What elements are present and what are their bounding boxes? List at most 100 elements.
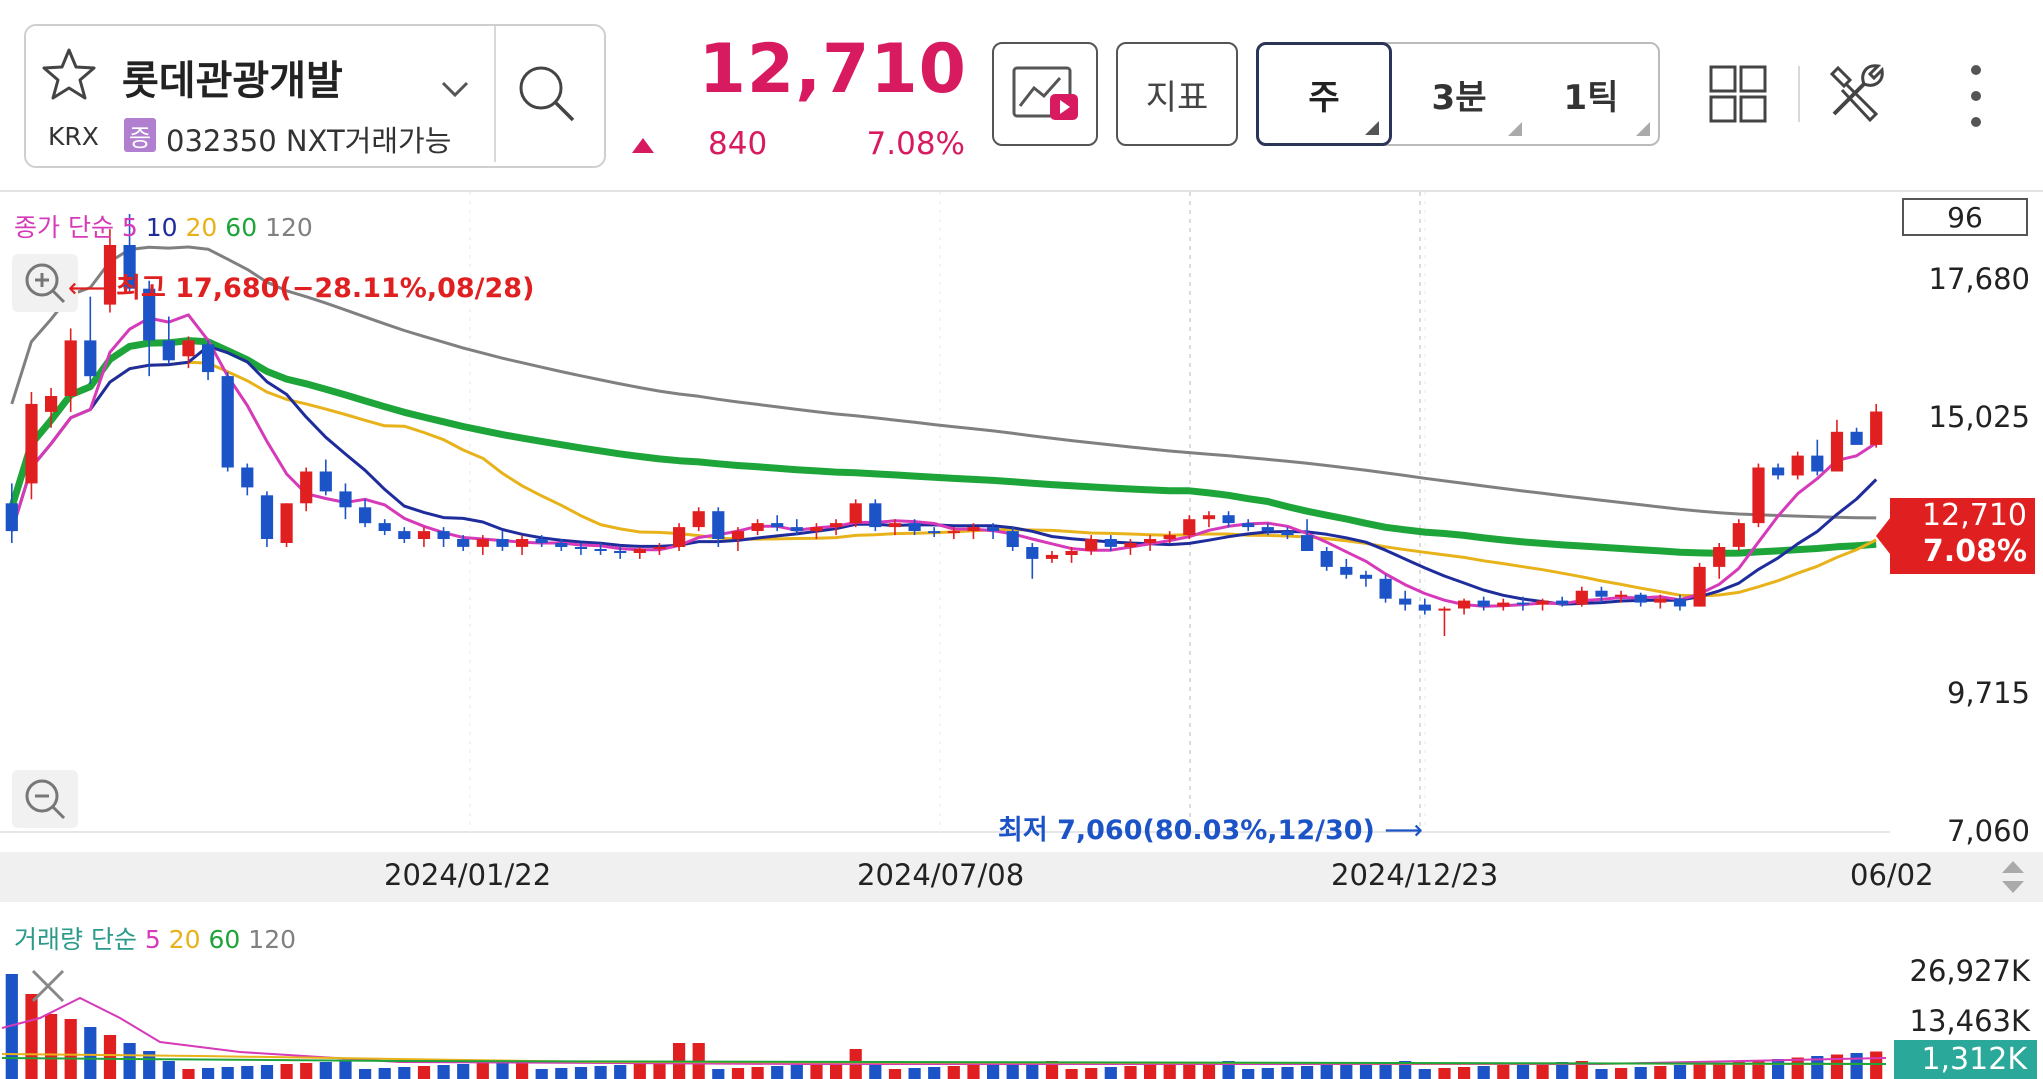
up-triangle-icon <box>632 138 654 153</box>
volume-bar <box>378 1068 391 1079</box>
candle-down <box>123 245 136 289</box>
zoom-in-icon[interactable] <box>12 254 78 312</box>
toolbar-divider <box>1798 66 1800 122</box>
volume-bar <box>1340 1064 1353 1079</box>
high-label: 최고 17,680(−28.11%,08/28) <box>116 273 535 304</box>
x-label-2: 2024/07/08 <box>857 858 1025 892</box>
vol-ma20-legend: 20 <box>168 925 201 954</box>
market-label: KRX <box>48 122 99 151</box>
candle-up <box>1202 515 1216 520</box>
candle-up <box>1124 543 1137 547</box>
candle-up <box>1693 566 1706 607</box>
stock-selector[interactable] <box>24 24 606 168</box>
close-icon[interactable] <box>28 966 68 1006</box>
volume-bar <box>1536 1063 1549 1079</box>
candle-down <box>1379 578 1392 599</box>
price-chart[interactable] <box>0 192 2043 852</box>
volume-bar <box>1870 1051 1883 1079</box>
candle-up <box>633 549 646 553</box>
candle-up <box>1458 600 1471 609</box>
volume-legend[interactable]: 거래량 단순 5 20 60 120 <box>14 920 296 956</box>
candle-down <box>5 503 18 532</box>
candle-down <box>202 344 215 373</box>
volume-bar <box>987 1064 1000 1079</box>
candle-up <box>830 523 843 528</box>
candle-down <box>143 288 156 341</box>
period-1tick-tab[interactable]: 1틱 <box>1526 44 1656 144</box>
candle-up <box>1045 554 1059 559</box>
volume-bar <box>888 1069 902 1079</box>
margin-badge: 증 <box>124 118 156 152</box>
candle-up <box>653 547 666 549</box>
ma5-line <box>10 313 1878 608</box>
tools-icon[interactable] <box>1824 60 1888 124</box>
period-week-tab[interactable]: 주 <box>1256 42 1392 146</box>
volume-bar <box>751 1067 764 1079</box>
volume-bar <box>653 1063 666 1079</box>
search-icon[interactable] <box>515 62 579 126</box>
volume-bar <box>1693 1064 1706 1079</box>
ma-legend[interactable]: 종가 단순 5 10 20 60 120 <box>14 208 313 244</box>
candle-down <box>457 539 470 547</box>
current-price-tag-pct: 7.08% <box>1922 534 2027 569</box>
y-label-low: 7,060 <box>1946 814 2030 848</box>
volume-bar <box>1713 1063 1726 1079</box>
candle-down <box>614 551 627 553</box>
price-change-pct: 7.08% <box>866 126 965 162</box>
layout-grid-icon[interactable] <box>1708 64 1768 124</box>
candle-up <box>1870 411 1883 445</box>
candle-down <box>1222 515 1235 524</box>
candle-down <box>1850 431 1863 445</box>
candle-down <box>221 376 234 468</box>
ma5-legend: 5 <box>121 213 138 242</box>
x-label-1: 2024/01/22 <box>384 858 552 892</box>
volume-bar <box>614 1065 627 1079</box>
candle-up <box>692 511 705 528</box>
volume-bar <box>1261 1068 1274 1079</box>
volume-bar <box>1144 1065 1157 1079</box>
volume-bar <box>1418 1069 1431 1079</box>
chart-play-button[interactable] <box>992 42 1098 146</box>
candle-up <box>967 527 980 532</box>
volume-bar <box>1085 1068 1098 1079</box>
candle-down <box>260 495 274 539</box>
candle-up <box>1536 600 1549 605</box>
candle-up <box>731 531 745 539</box>
candle-down <box>1516 602 1530 605</box>
candle-down <box>1006 531 1019 547</box>
candle-up <box>64 340 77 396</box>
candle-down <box>339 491 352 508</box>
right-arrow-icon: ⟶ <box>1384 815 1424 846</box>
corner-triangle-icon <box>1636 122 1650 136</box>
period-3min-tab[interactable]: 3분 <box>1394 44 1524 144</box>
candle-down <box>1104 539 1117 547</box>
volume-current-tag: 1,312K <box>1894 1040 2037 1079</box>
chart-play-icon <box>1012 66 1078 120</box>
favorite-star-icon[interactable] <box>40 46 98 104</box>
volume-bar <box>5 974 18 1079</box>
indicator-button[interactable]: 지표 <box>1116 42 1238 146</box>
count-box[interactable]: 96 <box>1902 198 2028 236</box>
volume-bar <box>1811 1056 1824 1079</box>
stock-code: 032350 NXT거래가능 <box>166 124 452 158</box>
volume-bar <box>790 1065 803 1079</box>
candle-up <box>1713 547 1726 567</box>
chevron-down-icon[interactable] <box>440 78 470 100</box>
more-vertical-icon[interactable] <box>1966 62 1986 130</box>
price-tag-pointer <box>1876 518 1890 554</box>
volume-bar <box>1673 1065 1687 1079</box>
volume-chart[interactable] <box>0 960 1900 1079</box>
volume-bar <box>830 1063 843 1079</box>
period-1tick-label: 1틱 <box>1563 77 1619 118</box>
candle-down <box>1634 594 1647 603</box>
candle-down <box>496 539 509 547</box>
axis-scroll-icon[interactable] <box>1998 856 2028 898</box>
volume-bar <box>1830 1054 1844 1079</box>
volume-bar <box>1379 1062 1392 1079</box>
volume-bar <box>967 1065 980 1079</box>
zoom-out-icon[interactable] <box>12 770 78 828</box>
candle-down <box>1673 598 1687 607</box>
high-marker: ⟵ 최고 17,680(−28.11%,08/28) <box>68 266 534 305</box>
candle-down <box>574 547 588 549</box>
volume-bar <box>300 1063 313 1079</box>
